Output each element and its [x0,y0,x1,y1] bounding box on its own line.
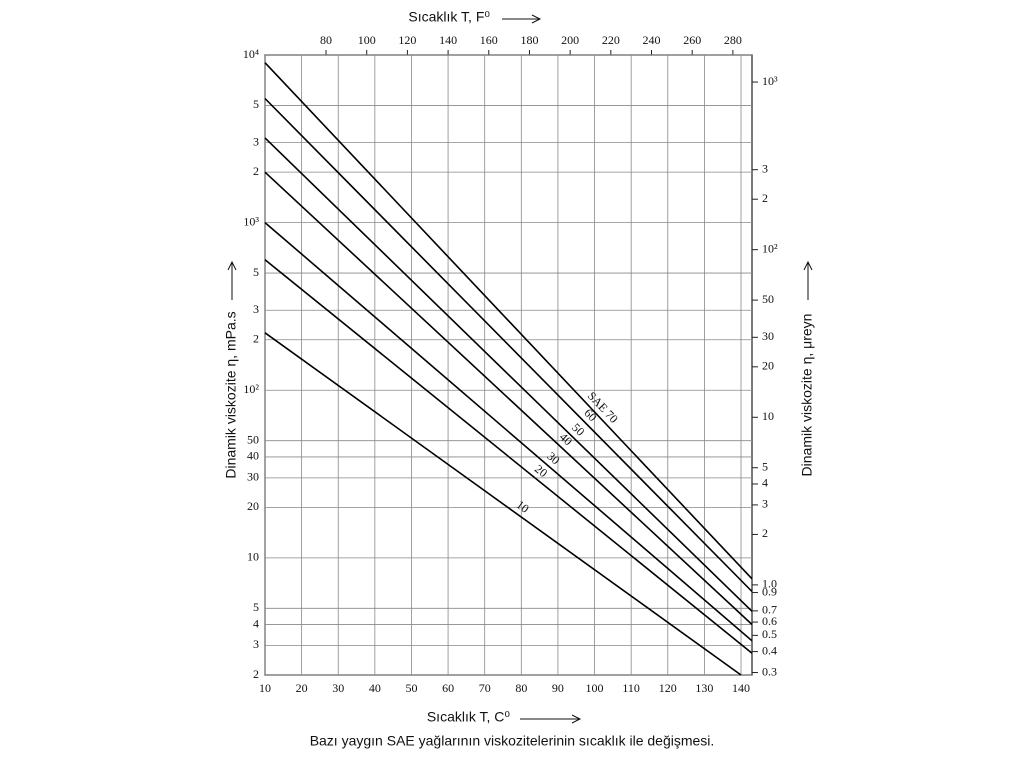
x-tick-label: 20 [296,681,308,695]
x-tick-label: 120 [659,681,677,695]
x2-tick-label: 120 [398,33,416,47]
x-tick-label: 80 [515,681,527,695]
y2-tick-label: 50 [762,292,774,306]
x2-tick-label: 80 [320,33,332,47]
y-tick-label: 2 [253,667,259,681]
x-tick-label: 50 [405,681,417,695]
x2-tick-label: 180 [520,33,538,47]
x-tick-label: 100 [586,681,604,695]
arrow [520,714,582,724]
arrow [803,260,813,300]
x2-tick-label: 140 [439,33,457,47]
y2-tick-label: 10 [762,409,774,423]
series-line [264,332,742,676]
y2-tick-label: 10³ [762,74,778,88]
y-tick-label: 5 [253,600,259,614]
x-tick-label: 70 [479,681,491,695]
x2-tick-label: 220 [602,33,620,47]
y2-axis-label: Dinamik viskozite η, μreyn [799,314,815,477]
x-tick-label: 40 [369,681,381,695]
x-tick-label: 110 [622,681,640,695]
y2-tick-label: 0.3 [762,664,777,678]
y2-tick-label: 3 [762,161,768,175]
y-tick-label: 20 [247,499,259,513]
y-tick-label: 50 [247,432,259,446]
x-tick-label: 30 [332,681,344,695]
y2-tick-label: 2 [762,191,768,205]
y-tick-label: 3 [253,637,259,651]
series-line [264,97,753,593]
y2-tick-label: 4 [762,476,768,490]
y2-tick-label: 1.0 [762,577,777,591]
x2-tick-label: 240 [643,33,661,47]
y-tick-label: 10 [247,550,259,564]
y-tick-label: 10⁴ [243,47,259,61]
x-tick-label: 10 [259,681,271,695]
x2-tick-label: 100 [358,33,376,47]
x-axis-label: Sıcaklık T, C⁰ [427,709,511,725]
y2-tick-label: 2 [762,526,768,540]
series-line [264,259,753,654]
y-tick-label: 2 [253,164,259,178]
y2-tick-label: 0.6 [762,614,777,628]
x-tick-label: 140 [732,681,750,695]
y-tick-label: 3 [253,302,259,316]
y2-tick-label: 30 [762,329,774,343]
x-tick-label: 130 [695,681,713,695]
x2-tick-label: 160 [480,33,498,47]
y-tick-label: 3 [253,134,259,148]
series-line [264,221,753,642]
x-tick-label: 90 [552,681,564,695]
series-line [264,62,753,580]
y2-tick-label: 10² [762,241,778,255]
x2-tick-label: 260 [683,33,701,47]
y-axis-label: Dinamik viskozite η, mPa.s [223,311,239,478]
y-tick-label: 5 [253,265,259,279]
y2-tick-label: 5 [762,459,768,473]
arrow [502,14,542,24]
y-tick-label: 4 [253,616,259,630]
y2-tick-label: 0.4 [762,643,777,657]
y-tick-label: 10³ [243,214,259,228]
y-tick-label: 2 [253,332,259,346]
arrow [227,260,237,300]
caption: Bazı yaygın SAE yağlarının viskoziteleri… [310,733,715,749]
y-tick-label: 30 [247,470,259,484]
x2-tick-label: 200 [561,33,579,47]
x2-tick-label: 280 [724,33,742,47]
y2-tick-label: 20 [762,359,774,373]
y2-tick-label: 0.5 [762,627,777,641]
y2-tick-label: 0.7 [762,603,777,617]
x-tick-label: 60 [442,681,454,695]
series-line [264,137,753,612]
y2-tick-label: 0.9 [762,584,777,598]
y2-tick-label: 3 [762,497,768,511]
y-tick-label: 40 [247,449,259,463]
y-tick-label: 10² [243,382,259,396]
series-line [264,171,753,626]
y-tick-label: 5 [253,97,259,111]
x2-axis-label: Sıcaklık T, F⁰ [408,9,490,25]
